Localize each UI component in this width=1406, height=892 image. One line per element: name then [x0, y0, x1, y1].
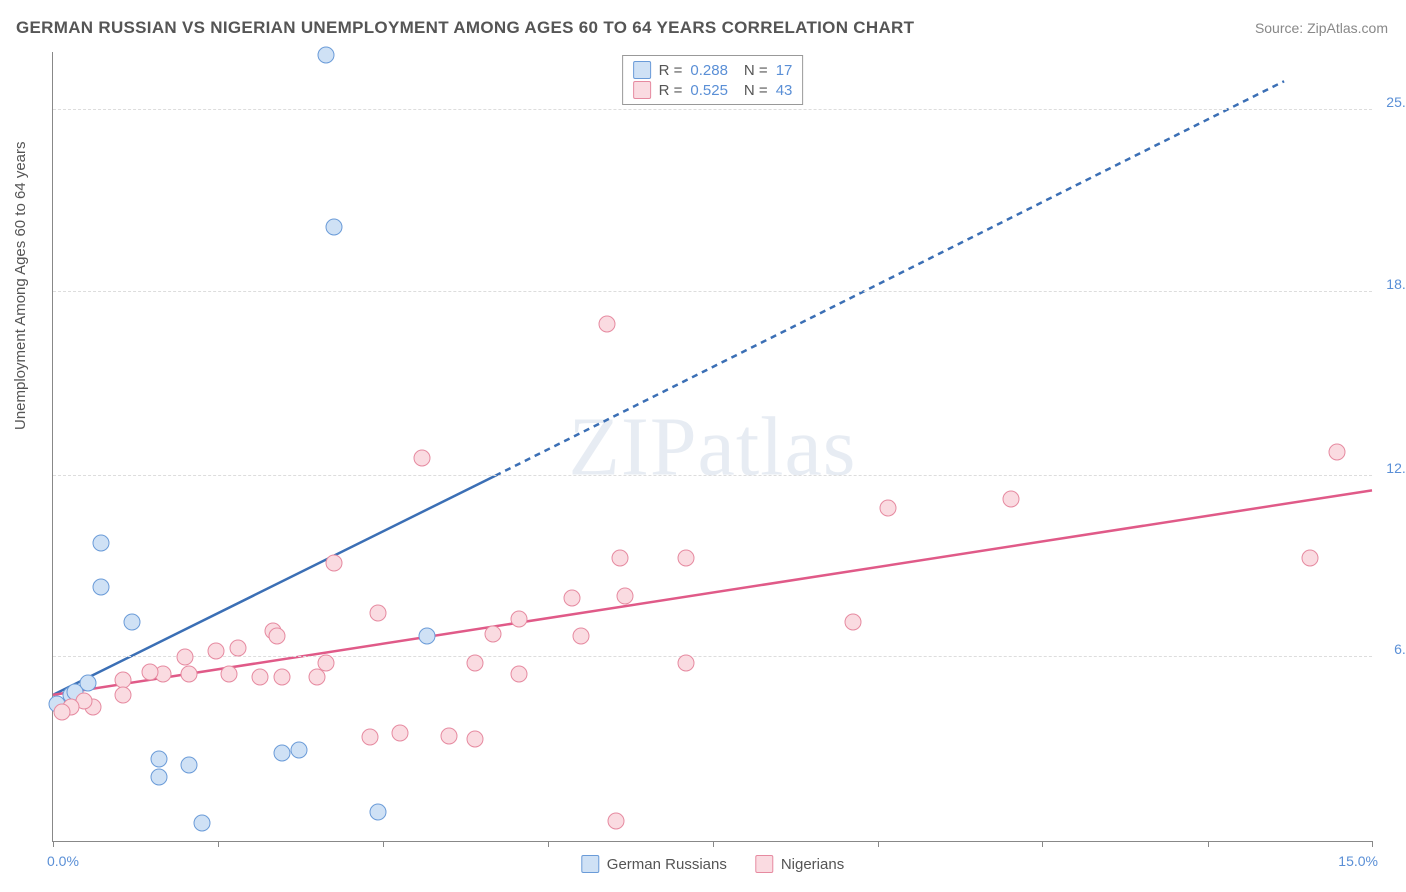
data-point-nigerians — [220, 666, 237, 683]
data-point-german_russians — [418, 628, 435, 645]
data-point-german_russians — [93, 578, 110, 595]
data-point-german_russians — [291, 742, 308, 759]
gridline — [53, 291, 1372, 292]
data-point-nigerians — [414, 450, 431, 467]
data-point-nigerians — [607, 812, 624, 829]
data-point-nigerians — [678, 654, 695, 671]
swatch-nigerians — [633, 81, 651, 99]
data-point-nigerians — [269, 628, 286, 645]
data-point-nigerians — [207, 643, 224, 660]
data-point-nigerians — [563, 590, 580, 607]
x-tick-mark — [713, 841, 714, 847]
y-tick-label: 18.8% — [1376, 276, 1406, 292]
n-label: N = — [744, 62, 768, 79]
x-tick-mark — [53, 841, 54, 847]
y-tick-label: 12.5% — [1376, 460, 1406, 476]
gridline — [53, 109, 1372, 110]
data-point-nigerians — [511, 610, 528, 627]
data-point-german_russians — [273, 745, 290, 762]
data-point-nigerians — [273, 669, 290, 686]
y-tick-label: 25.0% — [1376, 94, 1406, 110]
n-value-nigerians: 43 — [776, 82, 793, 99]
chart-title: GERMAN RUSSIAN VS NIGERIAN UNEMPLOYMENT … — [16, 18, 914, 38]
plot-area: ZIPatlas R = 0.288 N = 17 R = 0.525 N = … — [52, 52, 1372, 842]
data-point-nigerians — [176, 648, 193, 665]
data-point-nigerians — [370, 605, 387, 622]
swatch-german-russians — [633, 61, 651, 79]
gridline — [53, 656, 1372, 657]
n-value-german-russians: 17 — [776, 62, 793, 79]
x-tick-mark — [1042, 841, 1043, 847]
data-point-nigerians — [392, 724, 409, 741]
data-point-german_russians — [317, 46, 334, 63]
x-tick-mark — [878, 841, 879, 847]
x-tick-mark — [218, 841, 219, 847]
gridline — [53, 475, 1372, 476]
data-point-nigerians — [361, 729, 378, 746]
x-tick-mark — [548, 841, 549, 847]
series-legend: German Russians Nigerians — [581, 855, 844, 873]
x-tick-mark — [383, 841, 384, 847]
n-label: N = — [744, 82, 768, 99]
regression-lines — [53, 52, 1372, 841]
y-tick-label: 6.3% — [1376, 641, 1406, 657]
r-label: R = — [659, 82, 683, 99]
data-point-german_russians — [124, 613, 141, 630]
data-point-nigerians — [1003, 491, 1020, 508]
r-value-german-russians: 0.288 — [690, 62, 728, 79]
data-point-nigerians — [115, 686, 132, 703]
data-point-nigerians — [467, 654, 484, 671]
legend-item-nigerians: Nigerians — [755, 855, 844, 873]
y-axis-title: Unemployment Among Ages 60 to 64 years — [12, 141, 29, 430]
series-label: German Russians — [607, 856, 727, 873]
x-tick-mark — [1208, 841, 1209, 847]
watermark: ZIPatlas — [569, 398, 857, 495]
x-axis-max-label: 15.0% — [1338, 853, 1378, 869]
data-point-german_russians — [326, 219, 343, 236]
data-point-nigerians — [308, 669, 325, 686]
data-point-nigerians — [572, 628, 589, 645]
data-point-nigerians — [511, 666, 528, 683]
data-point-german_russians — [181, 757, 198, 774]
data-point-nigerians — [440, 727, 457, 744]
x-tick-mark — [1372, 841, 1373, 847]
legend-row-nigerians: R = 0.525 N = 43 — [633, 80, 793, 100]
data-point-nigerians — [229, 640, 246, 657]
data-point-nigerians — [845, 613, 862, 630]
swatch-nigerians — [755, 855, 773, 873]
data-point-nigerians — [484, 625, 501, 642]
legend-row-german-russians: R = 0.288 N = 17 — [633, 60, 793, 80]
data-point-german_russians — [150, 751, 167, 768]
r-label: R = — [659, 62, 683, 79]
data-point-german_russians — [93, 534, 110, 551]
source-attribution: Source: ZipAtlas.com — [1255, 20, 1388, 36]
data-point-nigerians — [612, 549, 629, 566]
data-point-nigerians — [598, 315, 615, 332]
legend-item-german-russians: German Russians — [581, 855, 727, 873]
correlation-legend: R = 0.288 N = 17 R = 0.525 N = 43 — [622, 55, 804, 105]
data-point-nigerians — [141, 663, 158, 680]
data-point-german_russians — [80, 675, 97, 692]
data-point-nigerians — [251, 669, 268, 686]
data-point-german_russians — [150, 768, 167, 785]
data-point-german_russians — [194, 815, 211, 832]
data-point-german_russians — [370, 803, 387, 820]
x-axis-min-label: 0.0% — [47, 853, 79, 869]
r-value-nigerians: 0.525 — [690, 82, 728, 99]
series-label: Nigerians — [781, 856, 844, 873]
data-point-nigerians — [1302, 549, 1319, 566]
data-point-nigerians — [326, 555, 343, 572]
data-point-nigerians — [53, 704, 70, 721]
data-point-nigerians — [616, 587, 633, 604]
data-point-nigerians — [181, 666, 198, 683]
data-point-nigerians — [467, 730, 484, 747]
data-point-nigerians — [880, 499, 897, 516]
swatch-german-russians — [581, 855, 599, 873]
data-point-nigerians — [1328, 444, 1345, 461]
data-point-nigerians — [678, 549, 695, 566]
